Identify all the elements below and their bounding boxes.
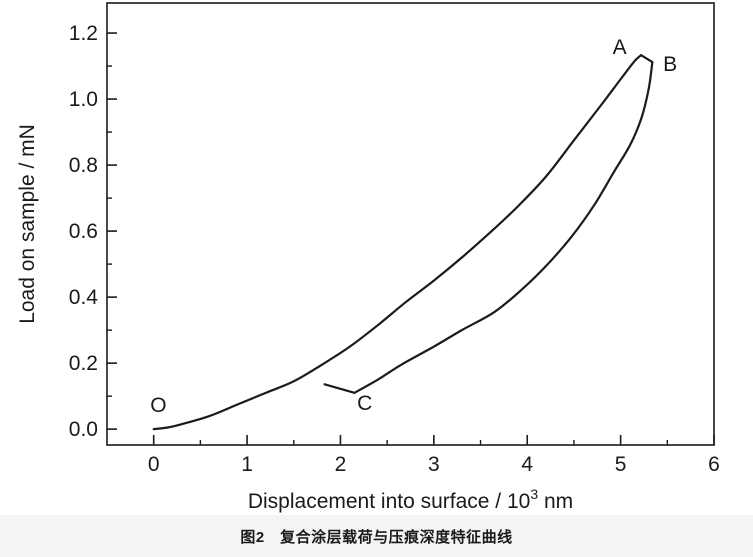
x-tick-label: 6	[708, 453, 720, 476]
x-tick-label: 3	[428, 453, 440, 476]
y-tick-label: 0.6	[69, 220, 98, 243]
x-tick-label: 0	[148, 453, 160, 476]
y-tick-label: 1.2	[69, 22, 98, 45]
x-axis-title: Displacement into surface / 103 nm	[248, 486, 573, 513]
plot-frame	[106, 2, 715, 446]
final-unload-tail-at-C	[323, 383, 356, 394]
point-label-A: A	[613, 36, 627, 59]
y-tick-label: 1.0	[69, 88, 98, 111]
figure-caption-band: 图2 复合涂层载荷与压痕深度特征曲线	[0, 515, 753, 557]
x-tick-label: 5	[615, 453, 627, 476]
point-label-O: O	[150, 394, 166, 417]
point-label-C: C	[357, 392, 372, 415]
load-displacement-chart: 0 1 2 3 4 5 6 0.0 0.2 0.4 0.6 0.8 1.0 1.2 Displacement…	[16, 2, 720, 513]
y-tick-label: 0.4	[69, 286, 99, 309]
y-tick-label: 0.0	[69, 418, 98, 441]
y-axis-title: Load on sample / mN	[16, 124, 39, 324]
y-tick-label: 0.8	[69, 154, 98, 177]
point-label-B: B	[663, 53, 677, 76]
loading-curve-O-to-A	[152, 54, 643, 431]
unloading-curve-B-to-C	[353, 60, 654, 394]
x-tick-label: 1	[241, 453, 253, 476]
x-tick-label: 2	[335, 453, 347, 476]
y-tick-label: 0.2	[69, 352, 98, 375]
x-tick-label: 4	[521, 453, 533, 476]
figure-caption: 图2 复合涂层载荷与压痕深度特征曲线	[240, 528, 513, 546]
chart-canvas: 0 1 2 3 4 5 6 0.0 0.2 0.4 0.6 0.8 1.0 1.2 Displacement…	[16, 2, 720, 513]
hold-segment-A-to-B	[640, 54, 654, 64]
